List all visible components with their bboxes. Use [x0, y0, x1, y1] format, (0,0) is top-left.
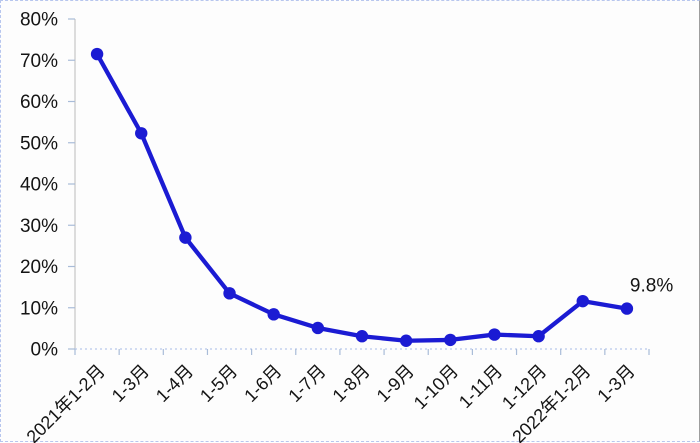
y-axis-tick-label: 20% — [20, 257, 58, 278]
x-axis-label: 1-3月 — [593, 361, 638, 406]
y-axis-tick-label: 30% — [20, 216, 58, 237]
data-point-marker — [355, 330, 369, 343]
y-axis-tick-label: 40% — [20, 175, 58, 196]
data-point-marker — [135, 127, 148, 140]
y-axis-tick-label: 50% — [20, 133, 58, 154]
data-point-marker — [444, 333, 457, 347]
data-point-marker — [179, 231, 192, 244]
x-axis-label: 1-4月 — [152, 361, 197, 406]
y-axis-tick-label: 0% — [31, 340, 59, 361]
x-axis-label: 1-11月 — [455, 361, 506, 412]
y-axis-tick-label: 80% — [20, 10, 58, 31]
data-point-marker — [223, 287, 236, 300]
x-axis-label: 2021年1-2月 — [23, 361, 109, 443]
data-point-marker — [399, 334, 413, 347]
data-line — [94, 51, 630, 343]
x-axis-label: 1-7月 — [284, 361, 329, 406]
x-axis-label: 1-8月 — [329, 361, 374, 406]
data-point-marker — [488, 328, 501, 341]
data-point-marker — [532, 330, 545, 343]
y-axis-tick-label: 70% — [20, 51, 58, 72]
x-axis-label: 1-3月 — [108, 361, 153, 406]
last-point-data-label: 9.8% — [630, 276, 673, 297]
data-point-marker — [576, 294, 589, 308]
x-axis-label: 1-10月 — [410, 361, 462, 413]
data-point-marker — [267, 308, 280, 321]
data-point-marker — [620, 302, 634, 315]
y-axis-tick-label: 60% — [20, 92, 58, 113]
data-point-marker — [311, 321, 325, 335]
x-axis-label: 1-6月 — [240, 361, 285, 406]
y-axis-tick-label: 10% — [20, 298, 58, 319]
data-point-marker — [90, 47, 104, 61]
x-axis-label: 1-5月 — [196, 361, 241, 406]
